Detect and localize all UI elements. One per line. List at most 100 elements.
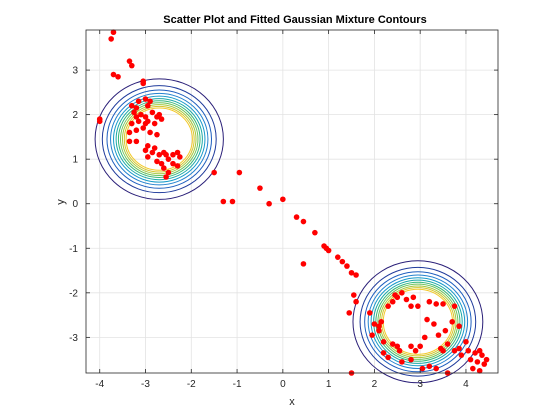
plot-border bbox=[85, 29, 499, 374]
data-point bbox=[154, 131, 160, 138]
data-point bbox=[476, 367, 483, 374]
data-point bbox=[444, 341, 451, 347]
data-point bbox=[96, 118, 103, 125]
data-point bbox=[236, 169, 243, 176]
data-point bbox=[145, 118, 151, 125]
data-point bbox=[451, 303, 458, 309]
x-tick-label: 3 bbox=[417, 379, 423, 390]
data-point bbox=[174, 149, 181, 156]
data-point bbox=[408, 303, 414, 309]
data-point bbox=[456, 345, 462, 352]
contour-line bbox=[364, 271, 472, 373]
data-point bbox=[344, 263, 350, 269]
data-point bbox=[449, 318, 456, 325]
data-point bbox=[417, 343, 423, 350]
data-points bbox=[96, 29, 490, 376]
data-point bbox=[128, 62, 135, 69]
data-point bbox=[472, 350, 478, 356]
data-point bbox=[353, 298, 359, 305]
data-point bbox=[161, 165, 167, 171]
data-point bbox=[149, 149, 156, 156]
contour-line bbox=[123, 105, 195, 173]
data-point bbox=[133, 138, 140, 145]
x-tick-label: -2 bbox=[187, 379, 196, 390]
data-point bbox=[138, 111, 144, 118]
data-point bbox=[126, 58, 133, 64]
data-point bbox=[266, 200, 272, 207]
data-point bbox=[408, 356, 414, 363]
data-point bbox=[467, 356, 474, 363]
contour-line bbox=[113, 95, 206, 183]
data-point bbox=[229, 198, 236, 205]
data-point bbox=[426, 298, 433, 305]
data-point bbox=[399, 290, 405, 296]
data-point bbox=[353, 272, 359, 278]
data-point bbox=[433, 365, 440, 372]
data-point bbox=[463, 339, 469, 345]
data-point bbox=[385, 303, 391, 309]
y-axis-ticks: -3 -2 -1 0 1 2 3 bbox=[69, 66, 498, 344]
data-point bbox=[456, 323, 462, 330]
data-point bbox=[440, 301, 446, 307]
y-tick-label: 3 bbox=[72, 66, 78, 77]
data-point bbox=[149, 109, 156, 116]
data-point bbox=[351, 292, 357, 298]
data-point bbox=[346, 310, 353, 316]
data-point bbox=[367, 310, 373, 316]
data-point bbox=[163, 174, 169, 180]
data-point bbox=[481, 361, 488, 367]
data-point bbox=[426, 363, 433, 370]
data-point bbox=[348, 269, 355, 276]
contour-line bbox=[125, 107, 193, 171]
contour-line bbox=[367, 274, 469, 370]
data-point bbox=[128, 102, 135, 109]
data-point bbox=[412, 347, 419, 354]
data-point bbox=[371, 321, 378, 327]
data-point bbox=[334, 254, 341, 260]
data-point bbox=[174, 163, 181, 169]
data-point bbox=[431, 321, 437, 327]
contour-line bbox=[377, 283, 459, 360]
data-point bbox=[135, 118, 142, 125]
data-point bbox=[280, 196, 286, 203]
data-point bbox=[415, 303, 421, 309]
data-point bbox=[440, 347, 446, 354]
data-point bbox=[408, 343, 414, 350]
data-point bbox=[293, 214, 300, 220]
data-point bbox=[451, 347, 458, 354]
data-point bbox=[108, 36, 114, 42]
data-point bbox=[140, 125, 147, 131]
contour-line bbox=[359, 266, 477, 377]
data-point bbox=[389, 341, 396, 347]
x-tick-label: 1 bbox=[326, 379, 332, 390]
data-point bbox=[170, 160, 176, 167]
data-point bbox=[145, 102, 151, 109]
data-point bbox=[110, 71, 117, 78]
data-point bbox=[483, 356, 490, 363]
data-point bbox=[410, 294, 417, 301]
contour-line bbox=[94, 78, 224, 200]
data-point bbox=[156, 111, 163, 118]
x-axis-label: x bbox=[289, 396, 295, 408]
contour-line bbox=[101, 85, 217, 194]
data-point bbox=[211, 169, 217, 176]
data-point bbox=[394, 343, 401, 350]
data-point bbox=[131, 109, 137, 116]
data-point bbox=[126, 138, 133, 145]
data-point bbox=[458, 352, 465, 358]
data-point bbox=[424, 316, 430, 323]
contour-line bbox=[117, 100, 201, 179]
data-point bbox=[312, 229, 318, 236]
data-point bbox=[325, 247, 332, 254]
data-point bbox=[156, 151, 163, 158]
y-tick-label: 0 bbox=[72, 199, 78, 210]
y-tick-label: 2 bbox=[72, 110, 78, 121]
contour-line bbox=[110, 92, 209, 186]
data-point bbox=[145, 143, 151, 149]
data-point bbox=[435, 332, 442, 338]
x-tick-label: 0 bbox=[280, 379, 286, 390]
data-point bbox=[470, 365, 476, 372]
data-point bbox=[369, 332, 375, 338]
contour-line bbox=[121, 104, 197, 175]
